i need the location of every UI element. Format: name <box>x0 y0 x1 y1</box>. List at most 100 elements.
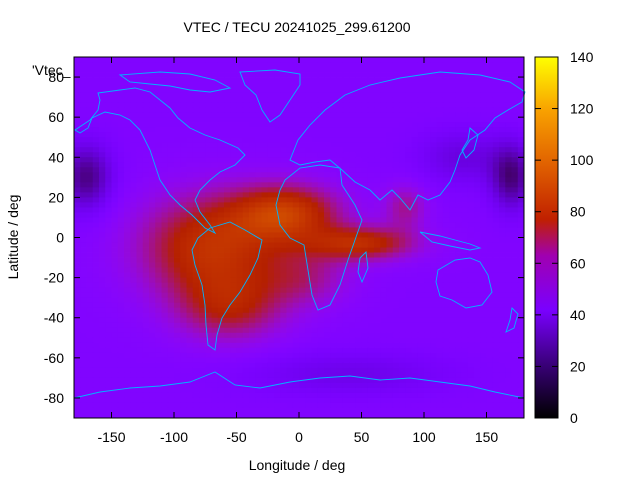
heatmap-cell <box>455 62 462 68</box>
heatmap-cell <box>155 382 162 389</box>
heatmap-cell <box>92 207 100 213</box>
heatmap-cell <box>342 277 350 284</box>
heatmap-cell <box>317 177 325 183</box>
heatmap-cell <box>230 87 237 93</box>
heatmap-cell <box>161 342 169 349</box>
heatmap-cell <box>292 277 300 284</box>
heatmap-cell <box>480 307 487 314</box>
heatmap-cell <box>211 267 219 273</box>
heatmap-cell <box>174 377 181 384</box>
heatmap-cell <box>386 372 394 379</box>
heatmap-cell <box>330 342 337 349</box>
heatmap-cell <box>92 282 100 289</box>
heatmap-cell <box>424 232 431 238</box>
heatmap-cell <box>80 147 87 153</box>
heatmap-cell <box>361 337 369 344</box>
heatmap-cell <box>480 67 487 73</box>
heatmap-cell <box>86 222 94 228</box>
heatmap-cell <box>236 182 244 188</box>
heatmap-cell <box>492 82 500 88</box>
heatmap-cell <box>111 187 119 193</box>
heatmap-cell <box>299 127 306 133</box>
heatmap-cell <box>317 82 325 88</box>
heatmap-cell <box>442 372 450 379</box>
heatmap-cell <box>467 327 475 334</box>
heatmap-cell <box>324 297 331 304</box>
heatmap-cell <box>386 312 394 319</box>
heatmap-cell <box>286 207 294 213</box>
heatmap-cell <box>386 287 394 294</box>
heatmap-cell <box>317 247 325 253</box>
heatmap-cell <box>80 282 87 289</box>
heatmap-cell <box>217 242 225 248</box>
heatmap-cell <box>499 282 506 289</box>
heatmap-cell <box>92 107 100 113</box>
heatmap-cell <box>205 302 212 309</box>
heatmap-cell <box>230 127 237 133</box>
heatmap-cell <box>192 107 200 113</box>
heatmap-cell <box>186 277 194 284</box>
heatmap-cell <box>242 277 250 284</box>
heatmap-cell <box>399 112 406 118</box>
heatmap-cell <box>124 222 131 228</box>
heatmap-cell <box>461 262 469 268</box>
heatmap-cell <box>374 382 381 389</box>
heatmap-cell <box>142 377 150 384</box>
heatmap-cell <box>155 282 162 289</box>
heatmap-cell <box>92 212 100 218</box>
heatmap-cell <box>499 287 506 294</box>
heatmap-cell <box>474 377 481 384</box>
heatmap-cell <box>474 172 481 178</box>
heatmap-cell <box>280 262 287 268</box>
heatmap-cell <box>505 237 512 243</box>
heatmap-cell <box>236 347 244 354</box>
heatmap-cell <box>455 382 462 389</box>
heatmap-cell <box>224 162 231 168</box>
heatmap-cell <box>292 372 300 379</box>
heatmap-cell <box>80 317 87 324</box>
heatmap-cell <box>449 107 456 113</box>
heatmap-cell <box>242 287 250 294</box>
heatmap-cell <box>474 152 481 158</box>
heatmap-cell <box>342 132 350 138</box>
heatmap-cell <box>392 357 400 364</box>
heatmap-cell <box>417 157 425 163</box>
heatmap-cell <box>442 207 450 213</box>
heatmap-cell <box>274 357 281 364</box>
heatmap-cell <box>517 117 525 123</box>
heatmap-cell <box>517 382 525 389</box>
heatmap-cell <box>355 192 362 198</box>
heatmap-cell <box>161 172 169 178</box>
heatmap-cell <box>242 112 250 118</box>
heatmap-cell <box>92 117 100 123</box>
heatmap-cell <box>430 357 437 364</box>
heatmap-cell <box>130 297 137 304</box>
heatmap-cell <box>449 272 456 279</box>
heatmap-cell <box>167 312 175 319</box>
heatmap-cell <box>517 297 525 304</box>
heatmap-cell <box>180 137 187 143</box>
heatmap-cell <box>492 247 500 253</box>
heatmap-cell <box>330 142 337 148</box>
heatmap-cell <box>186 297 194 304</box>
heatmap-cell <box>105 322 112 329</box>
heatmap-cell <box>211 127 219 133</box>
heatmap-cell <box>317 252 325 258</box>
heatmap-cell <box>324 312 331 319</box>
heatmap-cell <box>474 297 481 304</box>
heatmap-cell <box>167 222 175 228</box>
heatmap-cell <box>517 167 525 173</box>
heatmap-cell <box>299 187 306 193</box>
heatmap-cell <box>249 162 256 168</box>
heatmap-cell <box>236 162 244 168</box>
heatmap-cell <box>517 242 525 248</box>
heatmap-cell <box>399 167 406 173</box>
heatmap-cell <box>99 172 106 178</box>
heatmap-cell <box>180 162 187 168</box>
heatmap-cell <box>249 57 256 63</box>
heatmap-cell <box>311 262 319 268</box>
heatmap-cell <box>480 77 487 83</box>
heatmap-cell <box>517 252 525 258</box>
heatmap-cell <box>199 372 206 379</box>
heatmap-cell <box>499 97 506 103</box>
